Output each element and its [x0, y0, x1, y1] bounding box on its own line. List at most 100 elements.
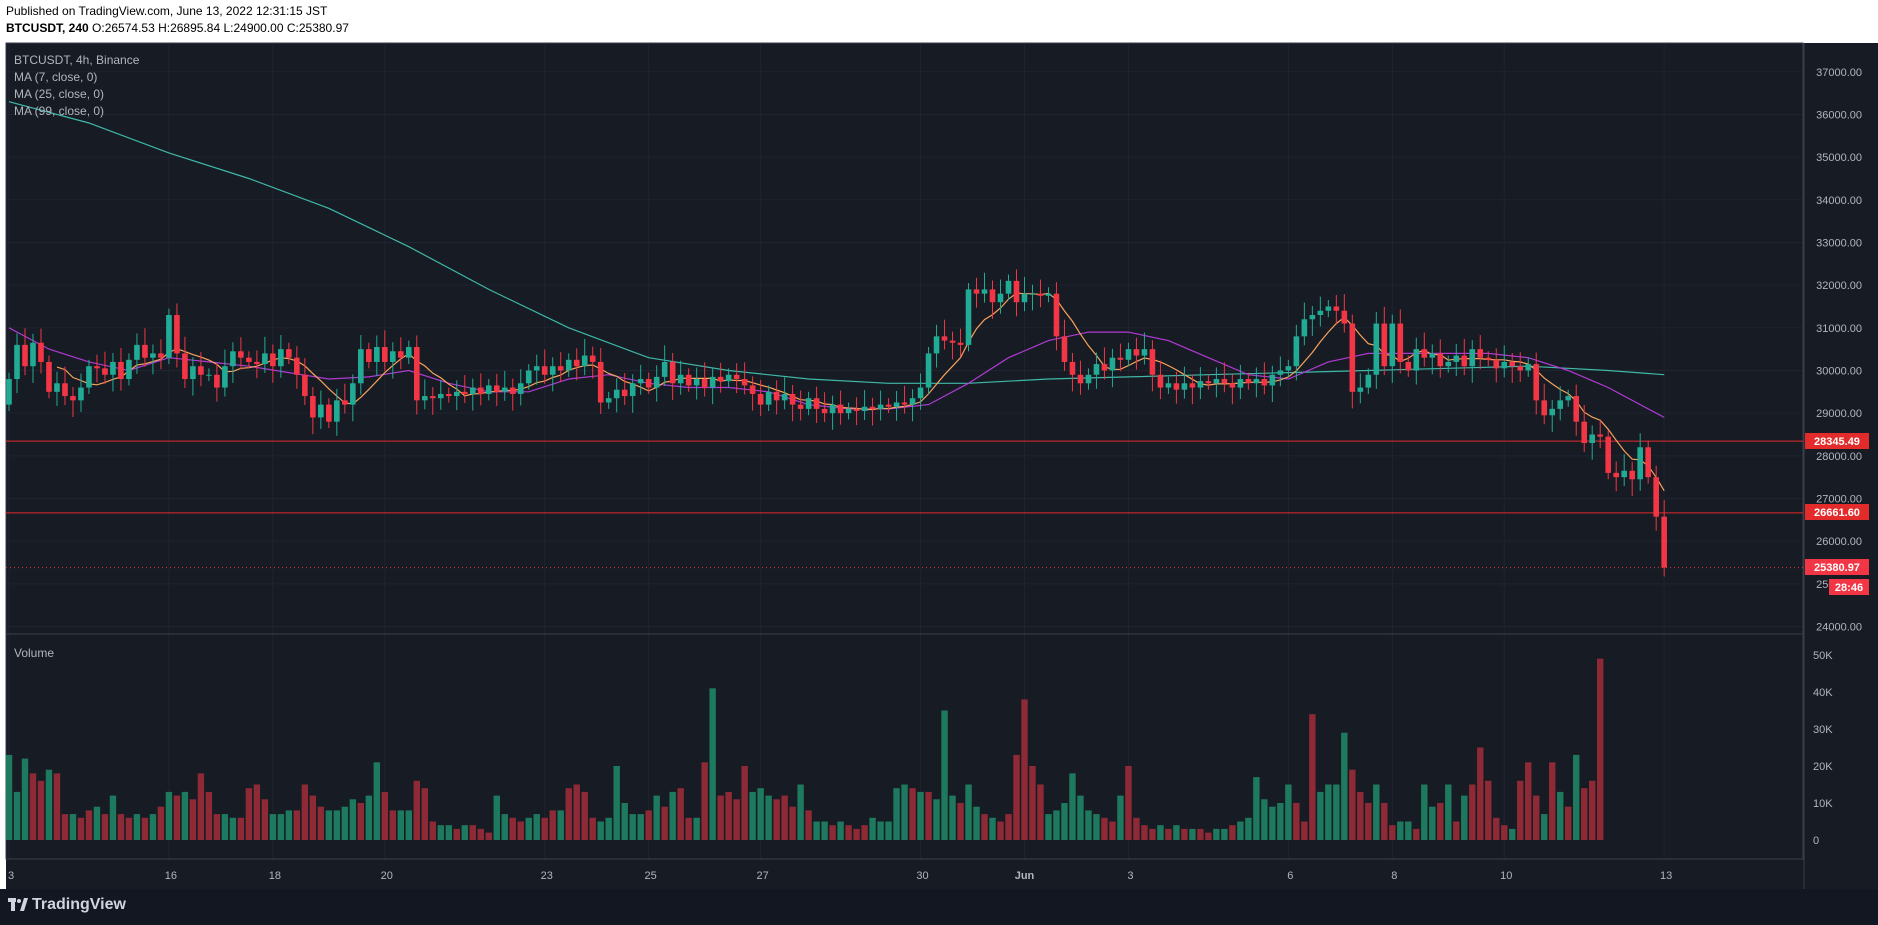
candle-body [645, 379, 652, 388]
candle-body [1133, 349, 1140, 356]
candle-body [925, 353, 932, 388]
volume-bar [1493, 817, 1500, 840]
volume-bar [1197, 828, 1204, 840]
volume-bar [1509, 828, 1516, 840]
price-axis[interactable]: 24000.0025000.0026000.0027000.0028000.00… [1816, 67, 1862, 634]
volume-bar [365, 795, 373, 840]
volume-bar [277, 814, 285, 840]
volume-bar [677, 788, 684, 840]
volume-bar [205, 791, 213, 840]
candle-body [1093, 364, 1100, 375]
candle-body [86, 366, 92, 388]
candle-body [773, 391, 780, 401]
candle-body [1517, 366, 1524, 371]
volume-bar [1317, 791, 1324, 840]
countdown-badge-bg [1829, 579, 1869, 595]
volume-bar [469, 825, 476, 840]
volume-bar [885, 821, 892, 840]
candle-body [477, 387, 484, 394]
volume-bar [1445, 784, 1452, 840]
candle-body [198, 366, 204, 375]
legend-ma7[interactable]: MA (7, close, 0) [14, 70, 97, 84]
volume-bar [805, 810, 812, 840]
volume-bar [437, 825, 444, 840]
price-chart[interactable]: 24000.0025000.0026000.0027000.0028000.00… [0, 0, 1878, 889]
volume-bar [253, 784, 261, 840]
price-tick-label: 29000.00 [1816, 408, 1862, 420]
candle-body [421, 396, 428, 401]
volume-bar [1573, 754, 1580, 840]
candle-body [493, 385, 500, 392]
level2-badge-bg [1805, 504, 1869, 520]
volume-bar [669, 791, 676, 840]
candle-body [557, 366, 564, 371]
volume-bar [93, 806, 101, 840]
time-axis[interactable]: 3 16 18 20 23 25 27 30 Jun 3 6 8 10 13 [8, 870, 1672, 882]
price-tick-label: 27000.00 [1816, 493, 1862, 505]
volume-bar [525, 817, 532, 840]
candle-body [1221, 379, 1228, 384]
candle-body [62, 383, 68, 397]
candle-body [1245, 379, 1252, 384]
volume-bar [45, 769, 53, 840]
volume-bar [133, 814, 141, 840]
candlesticks [6, 269, 1667, 577]
volume-tick-label: 0 [1813, 835, 1819, 847]
volume-bar [901, 784, 908, 840]
candle-body [1389, 323, 1396, 367]
price-tick-label: 37000.00 [1816, 67, 1862, 79]
legend-volume[interactable]: Volume [14, 646, 54, 660]
volume-bar [789, 806, 796, 840]
volume-bar [1421, 784, 1428, 840]
candle-body [845, 408, 852, 414]
volume-bar [1525, 762, 1532, 840]
candle-body [1013, 280, 1020, 303]
volume-bar [1181, 828, 1188, 840]
volume-bar [1557, 791, 1564, 840]
candle-body [1589, 434, 1596, 444]
tradingview-logo[interactable]: TradingView [8, 896, 126, 914]
volume-bar [213, 814, 221, 840]
candle-body [1501, 361, 1508, 369]
volume-bar [21, 758, 29, 840]
candle-body [1349, 323, 1356, 392]
time-tick-label: 27 [756, 870, 768, 882]
candle-body [1045, 293, 1052, 296]
candle-body [206, 374, 212, 376]
volume-bar [1389, 825, 1396, 840]
volume-bar [421, 788, 428, 840]
candle-body [1493, 359, 1500, 369]
volume-bar [1517, 780, 1524, 840]
volume-bar [997, 821, 1004, 840]
legend-ma99[interactable]: MA (99, close, 0) [14, 104, 104, 118]
footer-bar: TradingView [0, 889, 1878, 925]
volume-bar [189, 799, 197, 840]
countdown-badge: 28:46 [1835, 582, 1863, 594]
volume-bar [1285, 784, 1292, 840]
volume-bar [125, 817, 133, 840]
candle-body [1421, 349, 1428, 358]
candle-body [1285, 366, 1292, 371]
candle-body [733, 374, 740, 380]
legend-ma25[interactable]: MA (25, close, 0) [14, 87, 104, 101]
candle-body [366, 349, 372, 362]
volume-bar [637, 814, 644, 840]
volume-bar [461, 825, 468, 840]
candle-body [38, 342, 44, 362]
horizontal-lines[interactable] [6, 440, 1803, 569]
volume-bar [653, 795, 660, 840]
candle-body [541, 366, 548, 375]
candle-body [214, 374, 220, 388]
candle-body [14, 344, 20, 380]
volume-bar [557, 810, 564, 840]
candle-body [1197, 381, 1204, 388]
candle-body [789, 393, 796, 405]
time-tick-label: 23 [541, 870, 553, 882]
candle-body [174, 315, 180, 354]
volume-bar [309, 795, 317, 840]
volume-bar [445, 825, 452, 840]
volume-bar [829, 825, 836, 840]
candle-body [1413, 349, 1420, 371]
volume-bar [877, 821, 884, 840]
volume-bar [1149, 828, 1156, 840]
